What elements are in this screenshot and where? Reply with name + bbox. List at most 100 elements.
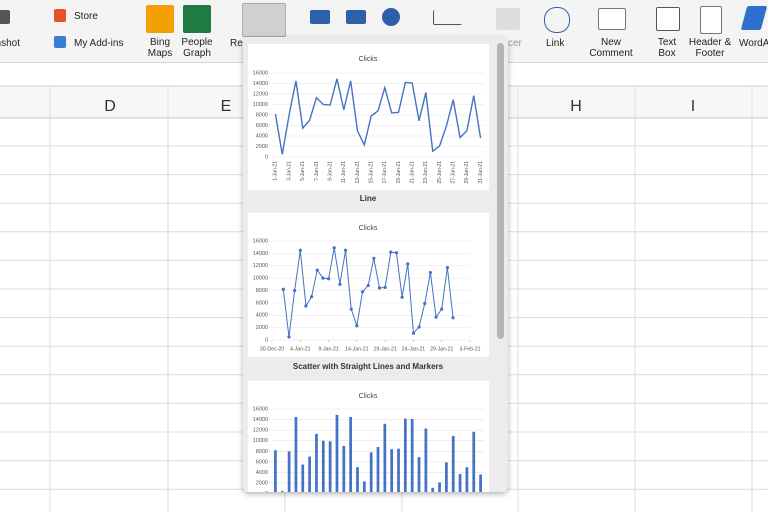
x-tick-label: 25-Jan-21 (437, 161, 443, 184)
x-tick-label: 29-Jan-21 (430, 346, 453, 352)
x-tick-label: 5-Jan-21 (300, 161, 306, 181)
marker (315, 268, 319, 272)
x-tick-label: 9-Jan-21 (327, 161, 333, 181)
ribbon-button[interactable]: Re (230, 38, 243, 49)
y-tick-label: 14000 (253, 81, 268, 87)
link-icon (544, 7, 570, 33)
x-tick-label: 23-Jan-21 (423, 161, 429, 184)
ribbon-button[interactable]: Bing Maps (147, 37, 173, 59)
marker (321, 276, 325, 280)
y-tick-label: 0 (265, 154, 268, 160)
y-tick-label: 8000 (256, 449, 268, 455)
bar (280, 490, 284, 492)
people-icon (183, 5, 211, 33)
y-tick-label: 10000 (253, 102, 268, 108)
y-tick-label: 14000 (253, 251, 268, 257)
ribbon-button[interactable]: My Add-ins (74, 38, 124, 49)
bar (356, 467, 359, 492)
marker (298, 248, 302, 252)
column-header[interactable]: I (691, 98, 695, 115)
bar (431, 487, 435, 492)
column-header[interactable]: D (104, 98, 116, 115)
chart-gallery: Line Scatter with Straight Lines and Mar… (243, 37, 508, 497)
gallery-label: Line (360, 194, 377, 203)
x-tick-label: 9-Jan-21 (318, 346, 339, 352)
y-tick-label: 0 (265, 337, 268, 343)
ribbon-button[interactable]: Text Box (657, 37, 677, 59)
comment-icon (598, 8, 626, 30)
x-tick-label: 3-Feb-21 (459, 346, 480, 352)
x-tick-label: 17-Jan-21 (382, 161, 388, 184)
recommended-icon[interactable] (242, 3, 286, 37)
ribbon-button[interactable]: WordA (739, 38, 768, 49)
x-tick-label: 19-Jan-21 (396, 161, 402, 184)
ribbon-button[interactable]: cer (508, 38, 522, 49)
marker (440, 307, 444, 311)
column-header[interactable]: E (221, 98, 232, 115)
marker (372, 256, 376, 260)
x-tick-label: 24-Jan-21 (402, 346, 425, 352)
marker (389, 250, 393, 254)
slicer-icon[interactable] (496, 8, 520, 30)
marker (445, 266, 449, 270)
header-icon (700, 6, 722, 34)
bar (417, 457, 421, 492)
marker (383, 285, 387, 290)
ribbon-button[interactable]: Header & Footer (688, 37, 732, 59)
marker (304, 304, 308, 308)
ribbon-button[interactable]: Link (546, 38, 565, 49)
ribbon-button[interactable]: People Graph (181, 37, 213, 59)
bar (335, 414, 339, 492)
y-tick-label: 10000 (253, 276, 268, 282)
bar-chart-icon[interactable] (346, 10, 366, 24)
y-tick-label: 0 (265, 491, 268, 497)
x-tick-label: 27-Jan-21 (451, 161, 457, 184)
y-tick-label: 2000 (256, 144, 268, 150)
bar (472, 431, 476, 492)
y-tick-label: 16000 (253, 406, 268, 412)
y-tick-label: 16000 (253, 238, 268, 244)
y-tick-label: 12000 (253, 263, 268, 269)
bar (349, 416, 353, 492)
x-tick-label: 7-Jan-21 (314, 161, 320, 181)
marker (343, 248, 348, 252)
scrollbar-thumb[interactable] (497, 43, 504, 339)
bing-icon (146, 5, 174, 33)
column-chart-icon[interactable] (310, 10, 330, 24)
ribbon: enshot Store My Add-ins Bing Maps People… (0, 0, 768, 63)
bar (308, 456, 311, 492)
bar (342, 446, 346, 492)
marker (366, 283, 370, 288)
bar (479, 474, 482, 492)
pie-chart-icon[interactable] (382, 8, 400, 26)
y-tick-label: 8000 (256, 112, 268, 118)
marker (310, 295, 314, 299)
ribbon-button[interactable]: enshot (0, 38, 21, 49)
y-tick-label: 4000 (256, 313, 268, 319)
x-tick-label: 13-Jan-21 (355, 161, 361, 184)
x-tick-label: 19-Jan-21 (373, 346, 396, 352)
sparkline-icon[interactable] (433, 10, 462, 25)
bar (410, 419, 414, 492)
marker (428, 270, 432, 275)
bar (465, 467, 469, 492)
y-tick-label: 14000 (253, 417, 268, 423)
column-header[interactable]: H (570, 98, 582, 115)
x-tick-label: 31-Jan-21 (478, 161, 484, 184)
marker (332, 246, 336, 250)
y-tick-label: 6000 (256, 300, 268, 306)
bar (294, 416, 298, 492)
y-tick-label: 12000 (253, 91, 268, 97)
x-tick-label: 21-Jan-21 (410, 161, 416, 184)
bar (458, 474, 462, 492)
line (274, 78, 482, 155)
chart-title: Clicks (359, 56, 378, 63)
bar (383, 423, 387, 492)
x-tick-label: 14-Jan-21 (345, 346, 368, 352)
ribbon-button[interactable]: New Comment (589, 37, 633, 59)
bar (438, 482, 441, 492)
bar (390, 449, 394, 492)
ribbon-button[interactable]: Store (74, 11, 98, 22)
marker (360, 290, 365, 294)
